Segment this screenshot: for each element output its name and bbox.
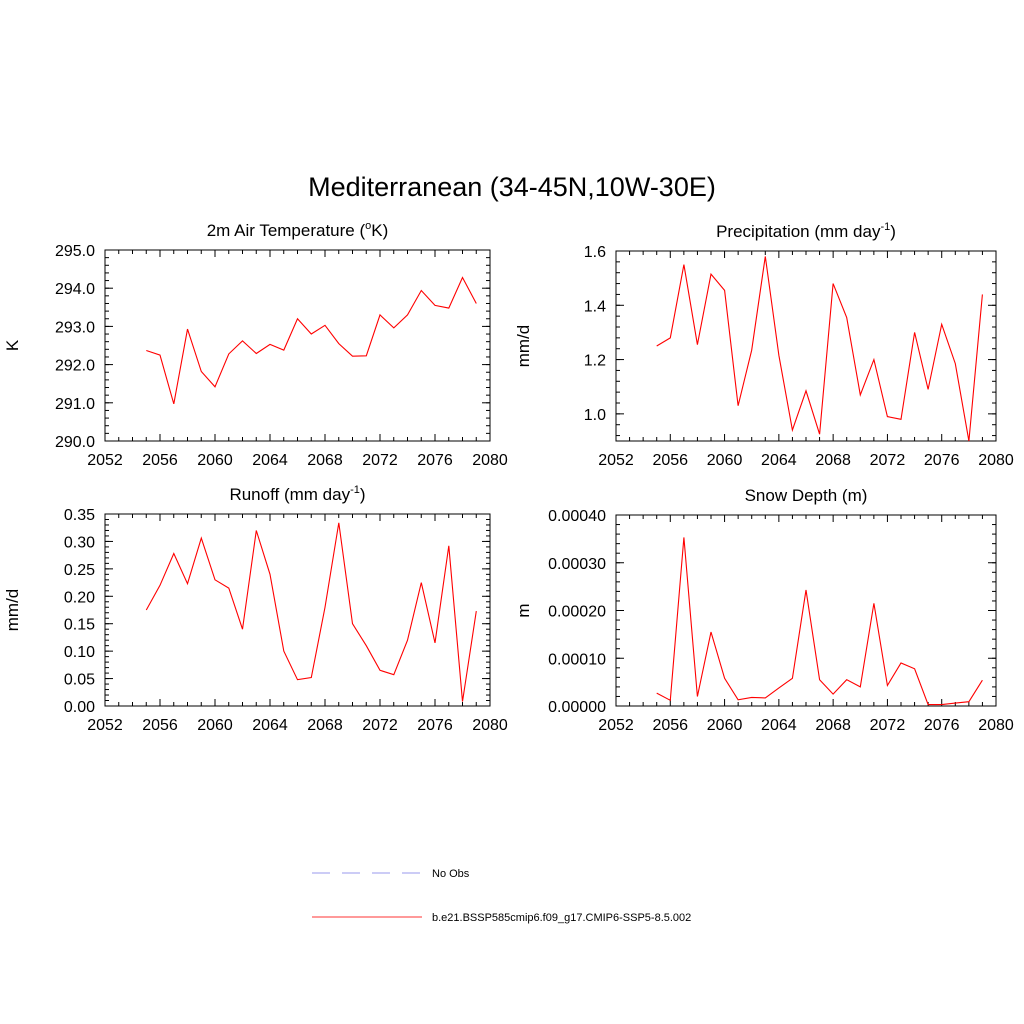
x-tick-label: 2068 bbox=[815, 452, 851, 469]
y-axis-label: K bbox=[3, 339, 22, 351]
y-tick-label: 0.25 bbox=[64, 562, 95, 579]
x-tick-label: 2076 bbox=[924, 717, 960, 734]
x-tick-label: 2068 bbox=[307, 717, 343, 734]
y-tick-label: 0.35 bbox=[64, 507, 95, 524]
x-tick-label: 2056 bbox=[652, 452, 688, 469]
x-tick-label: 2052 bbox=[87, 717, 123, 734]
y-tick-label: 1.4 bbox=[584, 298, 606, 315]
x-tick-label: 2056 bbox=[652, 717, 688, 734]
y-tick-label: 0.00 bbox=[64, 699, 95, 716]
y-tick-label: 290.0 bbox=[55, 434, 95, 451]
y-tick-label: 0.00000 bbox=[548, 699, 606, 716]
y-tick-label: 1.2 bbox=[584, 353, 606, 370]
y-tick-label: 293.0 bbox=[55, 319, 95, 336]
panel-title: 2m Air Temperature (oK) bbox=[207, 220, 389, 240]
y-tick-label: 0.00040 bbox=[548, 508, 606, 525]
y-tick-label: 1.6 bbox=[584, 244, 606, 261]
panel-title: Snow Depth (m) bbox=[745, 486, 868, 505]
y-tick-label: 294.0 bbox=[55, 281, 95, 298]
y-tick-label: 0.30 bbox=[64, 534, 95, 551]
chart-panel-1: 2m Air Temperature (oK) K 2052 2056 2060 2064… bbox=[3, 220, 508, 469]
x-tick-label: 2072 bbox=[870, 717, 906, 734]
chart-panel-2: Precipitation (mm day-1) mm/d 2052 2056 2060… bbox=[514, 221, 1014, 469]
x-tick-label: 2076 bbox=[417, 717, 453, 734]
x-tick-label: 2072 bbox=[362, 717, 398, 734]
x-tick-label: 2068 bbox=[307, 452, 343, 469]
y-axis-label: mm/d bbox=[514, 325, 533, 368]
plot-frame bbox=[615, 250, 997, 442]
figure-title: Mediterranean (34-45N,10W-30E) bbox=[308, 172, 716, 202]
y-tick-label: 0.00010 bbox=[548, 651, 606, 668]
x-tick-label: 2064 bbox=[761, 717, 797, 734]
y-tick-label: 0.10 bbox=[64, 644, 95, 661]
x-tick-label: 2072 bbox=[870, 452, 906, 469]
y-tick-label: 0.05 bbox=[64, 672, 95, 689]
y-axis-label: m bbox=[514, 603, 533, 617]
x-tick-label: 2064 bbox=[761, 452, 797, 469]
x-tick-label: 2080 bbox=[978, 452, 1014, 469]
series-line bbox=[145, 522, 477, 702]
y-tick-label: 291.0 bbox=[55, 396, 95, 413]
chart-panel-3: Runoff (mm day-1) mm/d 2052 2056 2060 2064 206… bbox=[3, 484, 508, 734]
plot-frame bbox=[104, 513, 491, 707]
series-line bbox=[656, 256, 983, 442]
y-tick-label: 295.0 bbox=[55, 243, 95, 260]
x-tick-label: 2064 bbox=[252, 452, 288, 469]
x-tick-label: 2068 bbox=[815, 717, 851, 734]
x-tick-label: 2064 bbox=[252, 717, 288, 734]
y-tick-label: 0.00030 bbox=[548, 556, 606, 573]
y-tick-label: 0.20 bbox=[64, 589, 95, 606]
x-tick-label: 2056 bbox=[142, 452, 178, 469]
y-axis-label: mm/d bbox=[3, 589, 22, 632]
y-tick-label: 0.15 bbox=[64, 617, 95, 634]
x-tick-label: 2052 bbox=[598, 717, 634, 734]
legend: No Obs b.e21.BSSP585cmip6.f09_g17.CMIP6-S… bbox=[312, 868, 691, 924]
x-tick-label: 2056 bbox=[142, 717, 178, 734]
x-tick-label: 2060 bbox=[197, 452, 233, 469]
x-tick-label: 2060 bbox=[197, 717, 233, 734]
legend-label-2: b.e21.BSSP585cmip6.f09_g17.CMIP6-SSP5-8.… bbox=[432, 912, 691, 924]
x-tick-label: 2080 bbox=[472, 717, 508, 734]
series-line bbox=[656, 537, 983, 706]
y-tick-label: 1.0 bbox=[584, 407, 606, 424]
x-tick-label: 2080 bbox=[978, 717, 1014, 734]
panel-title: Runoff (mm day-1) bbox=[229, 484, 365, 504]
panel-title: Precipitation (mm day-1) bbox=[716, 221, 896, 241]
plot-frame bbox=[615, 514, 997, 707]
y-tick-label: 0.00020 bbox=[548, 604, 606, 621]
x-tick-label: 2080 bbox=[472, 452, 508, 469]
x-tick-label: 2060 bbox=[707, 717, 743, 734]
y-tick-label: 292.0 bbox=[55, 358, 95, 375]
x-tick-label: 2076 bbox=[417, 452, 453, 469]
x-tick-label: 2052 bbox=[598, 452, 634, 469]
series-line bbox=[146, 276, 477, 405]
legend-label-1: No Obs bbox=[432, 868, 470, 880]
x-tick-label: 2072 bbox=[362, 452, 398, 469]
x-tick-label: 2060 bbox=[707, 452, 743, 469]
x-tick-label: 2076 bbox=[924, 452, 960, 469]
chart-panels: 2m Air Temperature (oK) K 2052 2056 2060 2064… bbox=[3, 220, 1014, 734]
chart-panel-4: Snow Depth (m) m 2052 2056 2060 2064 2068 2072 2… bbox=[514, 486, 1014, 734]
x-tick-label: 2052 bbox=[87, 452, 123, 469]
plot-frame bbox=[104, 249, 491, 442]
